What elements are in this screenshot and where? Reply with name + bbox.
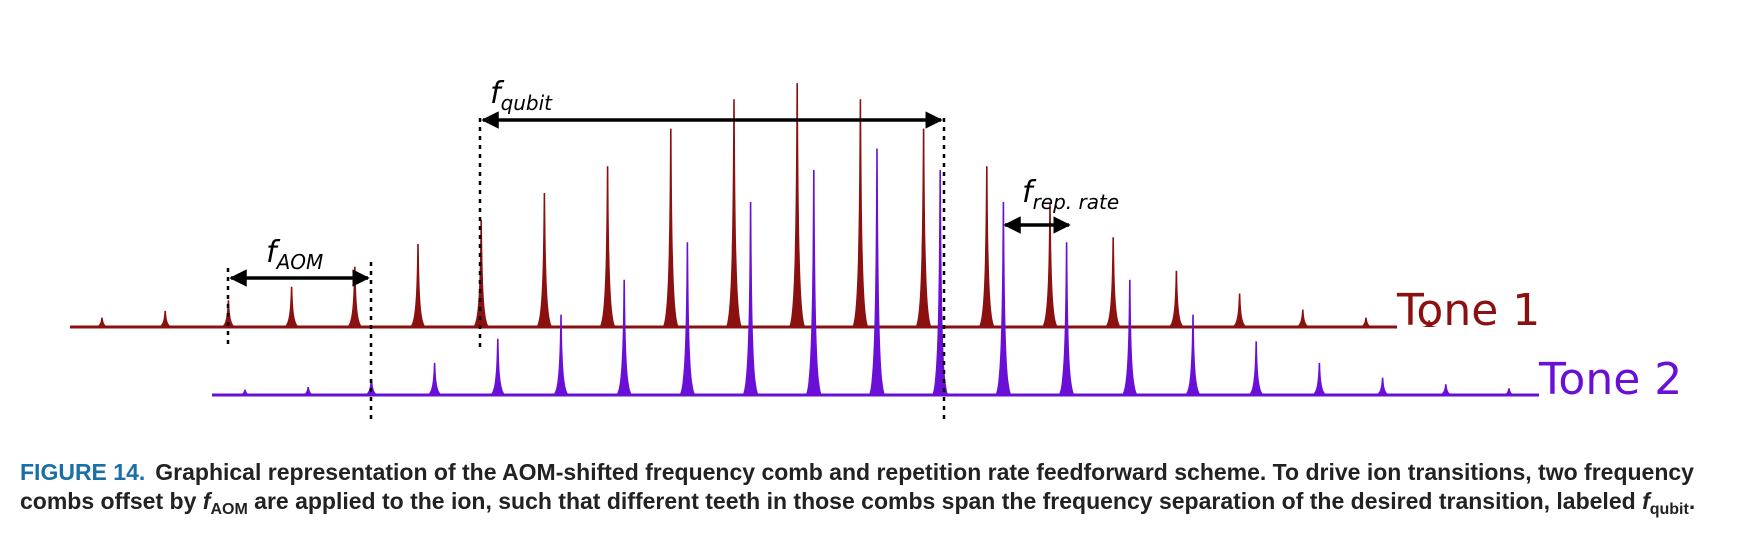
caption-f-qubit: f [1642, 488, 1650, 514]
tone-1-tooth [1421, 320, 1438, 327]
tone-1-tooth [662, 128, 679, 327]
tone-2-tooth [300, 386, 317, 395]
tone-1-tooth [1168, 270, 1185, 327]
caption-text-3: . [1688, 488, 1696, 514]
tone-2-label: Tone 2 [1538, 354, 1682, 405]
tone-1-tooth [346, 266, 363, 327]
tone-2-tooth [1311, 362, 1328, 395]
tone-2-tooth [1185, 314, 1201, 395]
tone-1-tooth [1105, 237, 1122, 327]
tone-1-tooth [1294, 309, 1311, 327]
tone-2-tooth [995, 202, 1012, 395]
tone-2-tooth [1121, 279, 1138, 395]
tone-2-tooth [237, 389, 253, 395]
tone-2-tooth [1248, 341, 1265, 395]
f-qubit-label: fqubit [490, 76, 553, 115]
caption-f-qubit-sub: qubit [1649, 501, 1689, 518]
figure-label: FIGURE 14. [20, 459, 146, 485]
tone-1-tooth [599, 166, 616, 327]
tone-2-tooth [553, 314, 569, 395]
tone-2-tooth [1374, 377, 1391, 395]
tone-1-tooth [1042, 203, 1058, 327]
tone-1-tooth [157, 310, 174, 327]
tone-2-tooth [1501, 388, 1517, 395]
tone-2-tooth [616, 279, 633, 395]
f-aom-label: fAOM [266, 235, 323, 274]
f-rep-rate-label: frep. rate [1022, 175, 1119, 214]
tone-2-tooth [426, 362, 443, 395]
tone-2-tooth [805, 169, 822, 395]
tone-1-tooth [94, 317, 110, 327]
caption-text-2: are applied to the ion, such that differ… [247, 488, 1643, 514]
dotted-guides [226, 118, 946, 422]
caption-text-1: Graphical representation of the AOM-shif… [20, 459, 1694, 514]
figure-caption: FIGURE 14. Graphical representation of th… [20, 458, 1720, 518]
caption-f-aom-sub: AOM [210, 501, 248, 518]
tone-2-tooth [1058, 242, 1075, 395]
tone-2-tooth [869, 148, 885, 395]
tone-2-comb: Tone 2 [212, 148, 1682, 405]
interval-arrows [229, 111, 1071, 287]
tone-2-tooth [363, 378, 380, 395]
tone-1-tooth [1358, 317, 1374, 327]
tone-1-tooth [283, 286, 300, 327]
tone-2-tooth [679, 242, 696, 395]
tone-1-comb: Tone 1 [70, 83, 1540, 336]
tone-2-tooth [1437, 384, 1454, 395]
tone-1-tooth [789, 83, 806, 328]
tone-1-tooth [1231, 293, 1248, 327]
tone-2-tooth [742, 202, 759, 395]
frequency-comb-diagram: Tone 1 Tone 2 fAOM fqubit frep. rate [70, 76, 1682, 422]
tone-1-label: Tone 1 [1396, 285, 1540, 336]
tone-1-tooth [536, 193, 553, 327]
tone-2-tooth [489, 338, 506, 395]
caption-f-aom: f [202, 488, 211, 514]
tone-2-teeth [237, 148, 1517, 395]
tone-1-tooth [726, 99, 742, 327]
tone-1-tooth [410, 243, 426, 327]
tone-1-tooth [978, 166, 995, 327]
tone-1-tooth [915, 128, 932, 327]
tone-1-tooth [852, 99, 869, 327]
tone-2-tooth [932, 169, 949, 395]
